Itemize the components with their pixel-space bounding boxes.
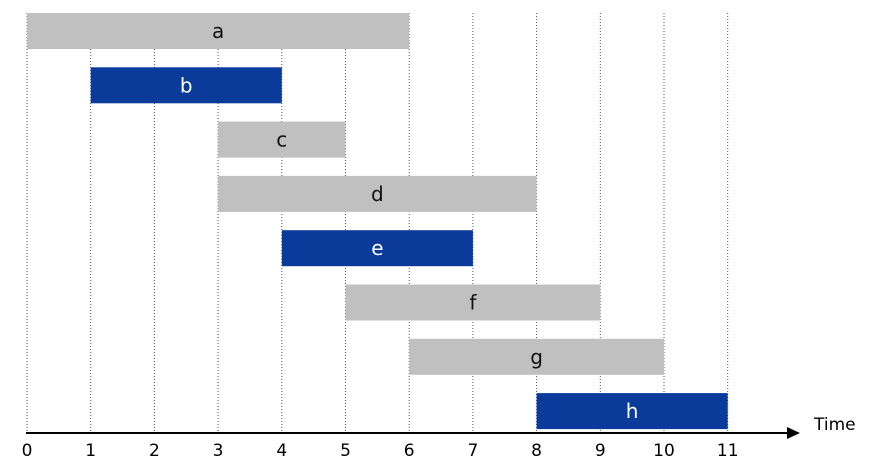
bar-a (27, 13, 410, 49)
axis-arrowhead-icon (787, 427, 800, 439)
tick-label-1: 1 (85, 441, 96, 461)
bar-label-h: h (626, 399, 639, 423)
tick-label-3: 3 (213, 441, 224, 461)
bar-label-c: c (276, 128, 287, 152)
tick-label-0: 0 (22, 441, 33, 461)
bar-label-a: a (212, 19, 224, 43)
tick-label-4: 4 (276, 441, 287, 461)
bar-e (281, 230, 473, 267)
bar-f (345, 284, 601, 321)
interval-bars: a b c d e f g h (27, 13, 728, 430)
tick-label-2: 2 (149, 441, 160, 461)
time-axis: Time (26, 415, 856, 439)
tick-label-9: 9 (595, 441, 606, 461)
bar-d (218, 175, 537, 212)
tick-label-5: 5 (340, 441, 351, 461)
bar-label-g: g (530, 345, 543, 369)
tick-label-6: 6 (404, 441, 415, 461)
bar-label-b: b (180, 73, 193, 97)
tick-label-7: 7 (467, 441, 478, 461)
tick-label-10: 10 (653, 441, 675, 461)
bar-c (218, 121, 346, 158)
tick-label-11: 11 (717, 441, 739, 461)
bar-label-d: d (371, 182, 384, 206)
tick-labels: 0 1 2 3 4 5 6 7 8 9 10 11 (22, 441, 739, 461)
bar-label-f: f (469, 291, 477, 315)
bar-label-e: e (371, 236, 383, 260)
bar-g (409, 338, 664, 375)
tick-label-8: 8 (531, 441, 542, 461)
axis-label: Time (813, 415, 856, 435)
bar-b (90, 67, 282, 104)
bar-h (536, 393, 728, 430)
